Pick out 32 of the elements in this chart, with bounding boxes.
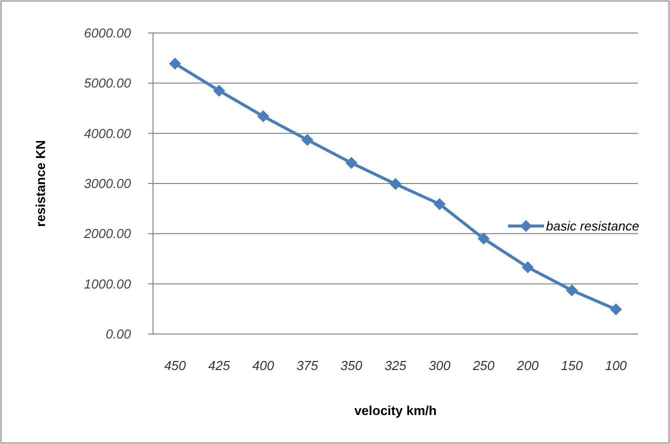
- point: [345, 156, 358, 169]
- x-tick-label: 375: [296, 358, 319, 373]
- y-tick-label: 3000.00: [84, 176, 132, 192]
- x-tick-label: 150: [561, 358, 584, 373]
- y-axis-title: resistance KN: [33, 140, 48, 227]
- point: [478, 232, 490, 245]
- point: [434, 198, 446, 210]
- x-tick-label: 400: [252, 358, 275, 373]
- x-axis-title: velocity km/h: [354, 403, 437, 418]
- x-tick-label: 100: [605, 358, 628, 373]
- point: [169, 58, 182, 70]
- y-tick-label: 2000.00: [83, 226, 132, 242]
- x-tick-label: 325: [384, 358, 408, 373]
- point: [301, 134, 314, 146]
- x-tick-label: 425: [208, 358, 231, 373]
- x-tick-label: 250: [472, 358, 496, 373]
- point: [390, 178, 402, 190]
- legend-label: basic resistance: [546, 218, 640, 234]
- x-tick-label: 350: [340, 358, 364, 373]
- y-tick-label: 6000.00: [84, 26, 132, 41]
- x-tick-label: 200: [516, 358, 540, 373]
- y-tick-label: 1000.00: [84, 276, 132, 292]
- x-tick-label: 450: [164, 358, 187, 373]
- y-tick-label: 4000.00: [84, 126, 132, 141]
- x-tick-label: 300: [428, 358, 452, 373]
- point: [522, 261, 534, 274]
- point: [213, 84, 226, 97]
- y-tick-label: 5000.00: [84, 76, 132, 91]
- point: [257, 110, 270, 122]
- y-tick-label: 0.00: [106, 326, 132, 342]
- point: [610, 303, 622, 316]
- point: [566, 284, 578, 296]
